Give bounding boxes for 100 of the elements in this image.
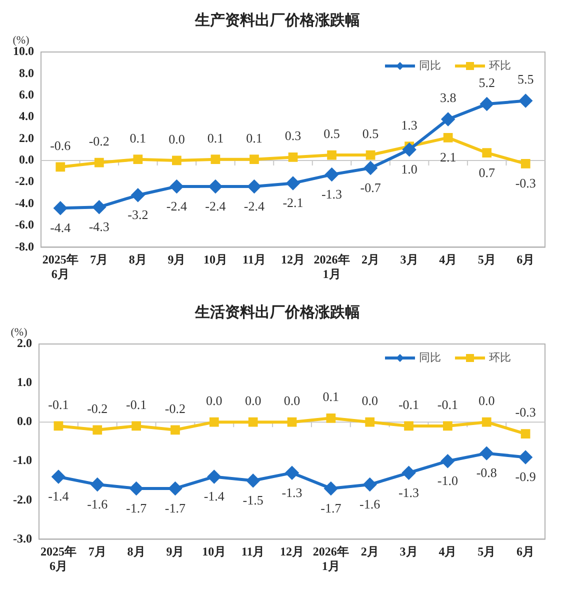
y-tick-label: 0.0 <box>19 152 34 167</box>
x-tick-label: 8月 <box>128 252 147 266</box>
data-label: -0.9 <box>515 469 536 484</box>
point <box>210 154 220 164</box>
point <box>324 482 338 495</box>
data-label: -0.1 <box>48 396 69 412</box>
legend-label: 同比 <box>419 350 441 364</box>
point <box>94 158 104 168</box>
y-tick-label: -2.0 <box>15 174 34 188</box>
x-tick-label: 9月 <box>168 252 186 266</box>
point <box>480 446 494 460</box>
point <box>442 112 455 126</box>
point <box>482 148 492 158</box>
x-tick-label: 12月 <box>281 252 305 266</box>
point <box>172 156 182 166</box>
data-label: -2.4 <box>205 198 226 214</box>
data-label: -3.2 <box>128 207 148 222</box>
x-tick-label: 2026年 1月 <box>314 252 350 281</box>
point <box>54 421 64 431</box>
chart-title: 生活资料出厂价格涨跌幅 <box>194 302 360 321</box>
x-tick-label: 12月 <box>280 544 304 558</box>
point <box>208 180 222 193</box>
data-label: 1.0 <box>401 162 418 177</box>
data-label: -0.2 <box>164 400 186 416</box>
data-label: 0.1 <box>207 130 224 146</box>
y-tick-label: 6.0 <box>19 87 34 102</box>
y-tick-label: 2.0 <box>16 336 32 350</box>
data-label: 2.1 <box>440 150 456 165</box>
data-label: -1.0 <box>437 473 458 488</box>
y-tick-label: 8.0 <box>19 66 34 80</box>
y-tick-label: 1.0 <box>16 375 32 390</box>
x-tick-label: 5月 <box>478 252 496 266</box>
data-label: -1.6 <box>87 496 108 512</box>
point <box>133 154 143 164</box>
data-label: -1.4 <box>48 488 70 504</box>
point <box>170 425 180 435</box>
point <box>92 425 102 435</box>
data-label: -0.6 <box>50 138 72 153</box>
point <box>520 159 530 168</box>
point <box>248 417 258 427</box>
y-axis-title: (%) <box>12 34 30 46</box>
data-label: -1.3 <box>321 186 342 202</box>
point <box>168 482 182 495</box>
x-tick-label: 2月 <box>360 544 379 558</box>
data-label: -1.6 <box>360 496 381 512</box>
data-label: 5.2 <box>478 74 495 90</box>
data-label: -0.2 <box>87 400 108 416</box>
y-tick-label: 4.0 <box>19 109 34 124</box>
legend-label: 同比 <box>419 58 441 72</box>
point <box>327 150 336 160</box>
point <box>363 478 376 492</box>
point <box>54 202 67 215</box>
point <box>250 154 259 164</box>
point <box>92 200 106 214</box>
x-tick-label: 6月 <box>516 544 535 558</box>
point <box>366 150 376 160</box>
point <box>325 168 338 182</box>
point <box>56 162 66 172</box>
data-label: 0.0 <box>206 393 222 408</box>
point <box>519 94 532 108</box>
data-label: -1.3 <box>398 484 420 500</box>
legend-label: 环比 <box>489 350 511 364</box>
x-tick-label: 6月 <box>516 252 535 266</box>
data-label: 0.5 <box>362 126 379 141</box>
data-label: -1.7 <box>126 500 148 516</box>
data-label: -2.4 <box>244 198 266 214</box>
point <box>365 417 375 427</box>
data-label: 0.1 <box>246 130 262 146</box>
y-tick-label: -1.0 <box>12 453 32 468</box>
point <box>443 421 452 431</box>
x-tick-label: 10月 <box>202 544 226 558</box>
data-label: -1.5 <box>242 492 264 508</box>
data-label: -1.7 <box>164 500 186 516</box>
data-label: 5.5 <box>517 72 534 87</box>
point <box>90 478 104 492</box>
point <box>286 176 300 190</box>
data-label: 0.7 <box>478 164 496 180</box>
data-label: -1.7 <box>320 500 342 516</box>
data-label: -1.4 <box>204 488 225 504</box>
x-tick-label: 10月 <box>203 252 228 266</box>
point <box>209 417 219 427</box>
point <box>402 466 416 480</box>
point <box>131 188 144 202</box>
data-label: -0.1 <box>126 396 147 412</box>
x-tick-label: 9月 <box>166 544 184 558</box>
y-tick-label: 0.0 <box>16 414 32 428</box>
data-label: -0.8 <box>476 465 497 480</box>
data-label: -0.3 <box>515 176 536 191</box>
data-label: 0.0 <box>284 393 300 408</box>
y-tick-label: -2.0 <box>12 492 32 506</box>
x-tick-label: 5月 <box>478 544 496 558</box>
point <box>287 417 297 427</box>
data-label: 0.5 <box>324 126 340 141</box>
point <box>480 98 494 111</box>
point <box>443 132 453 142</box>
data-label: -2.4 <box>166 198 188 214</box>
point <box>326 413 336 423</box>
data-label: -0.1 <box>437 396 458 412</box>
data-label: -0.2 <box>88 134 110 149</box>
data-label: -1.3 <box>282 484 302 500</box>
